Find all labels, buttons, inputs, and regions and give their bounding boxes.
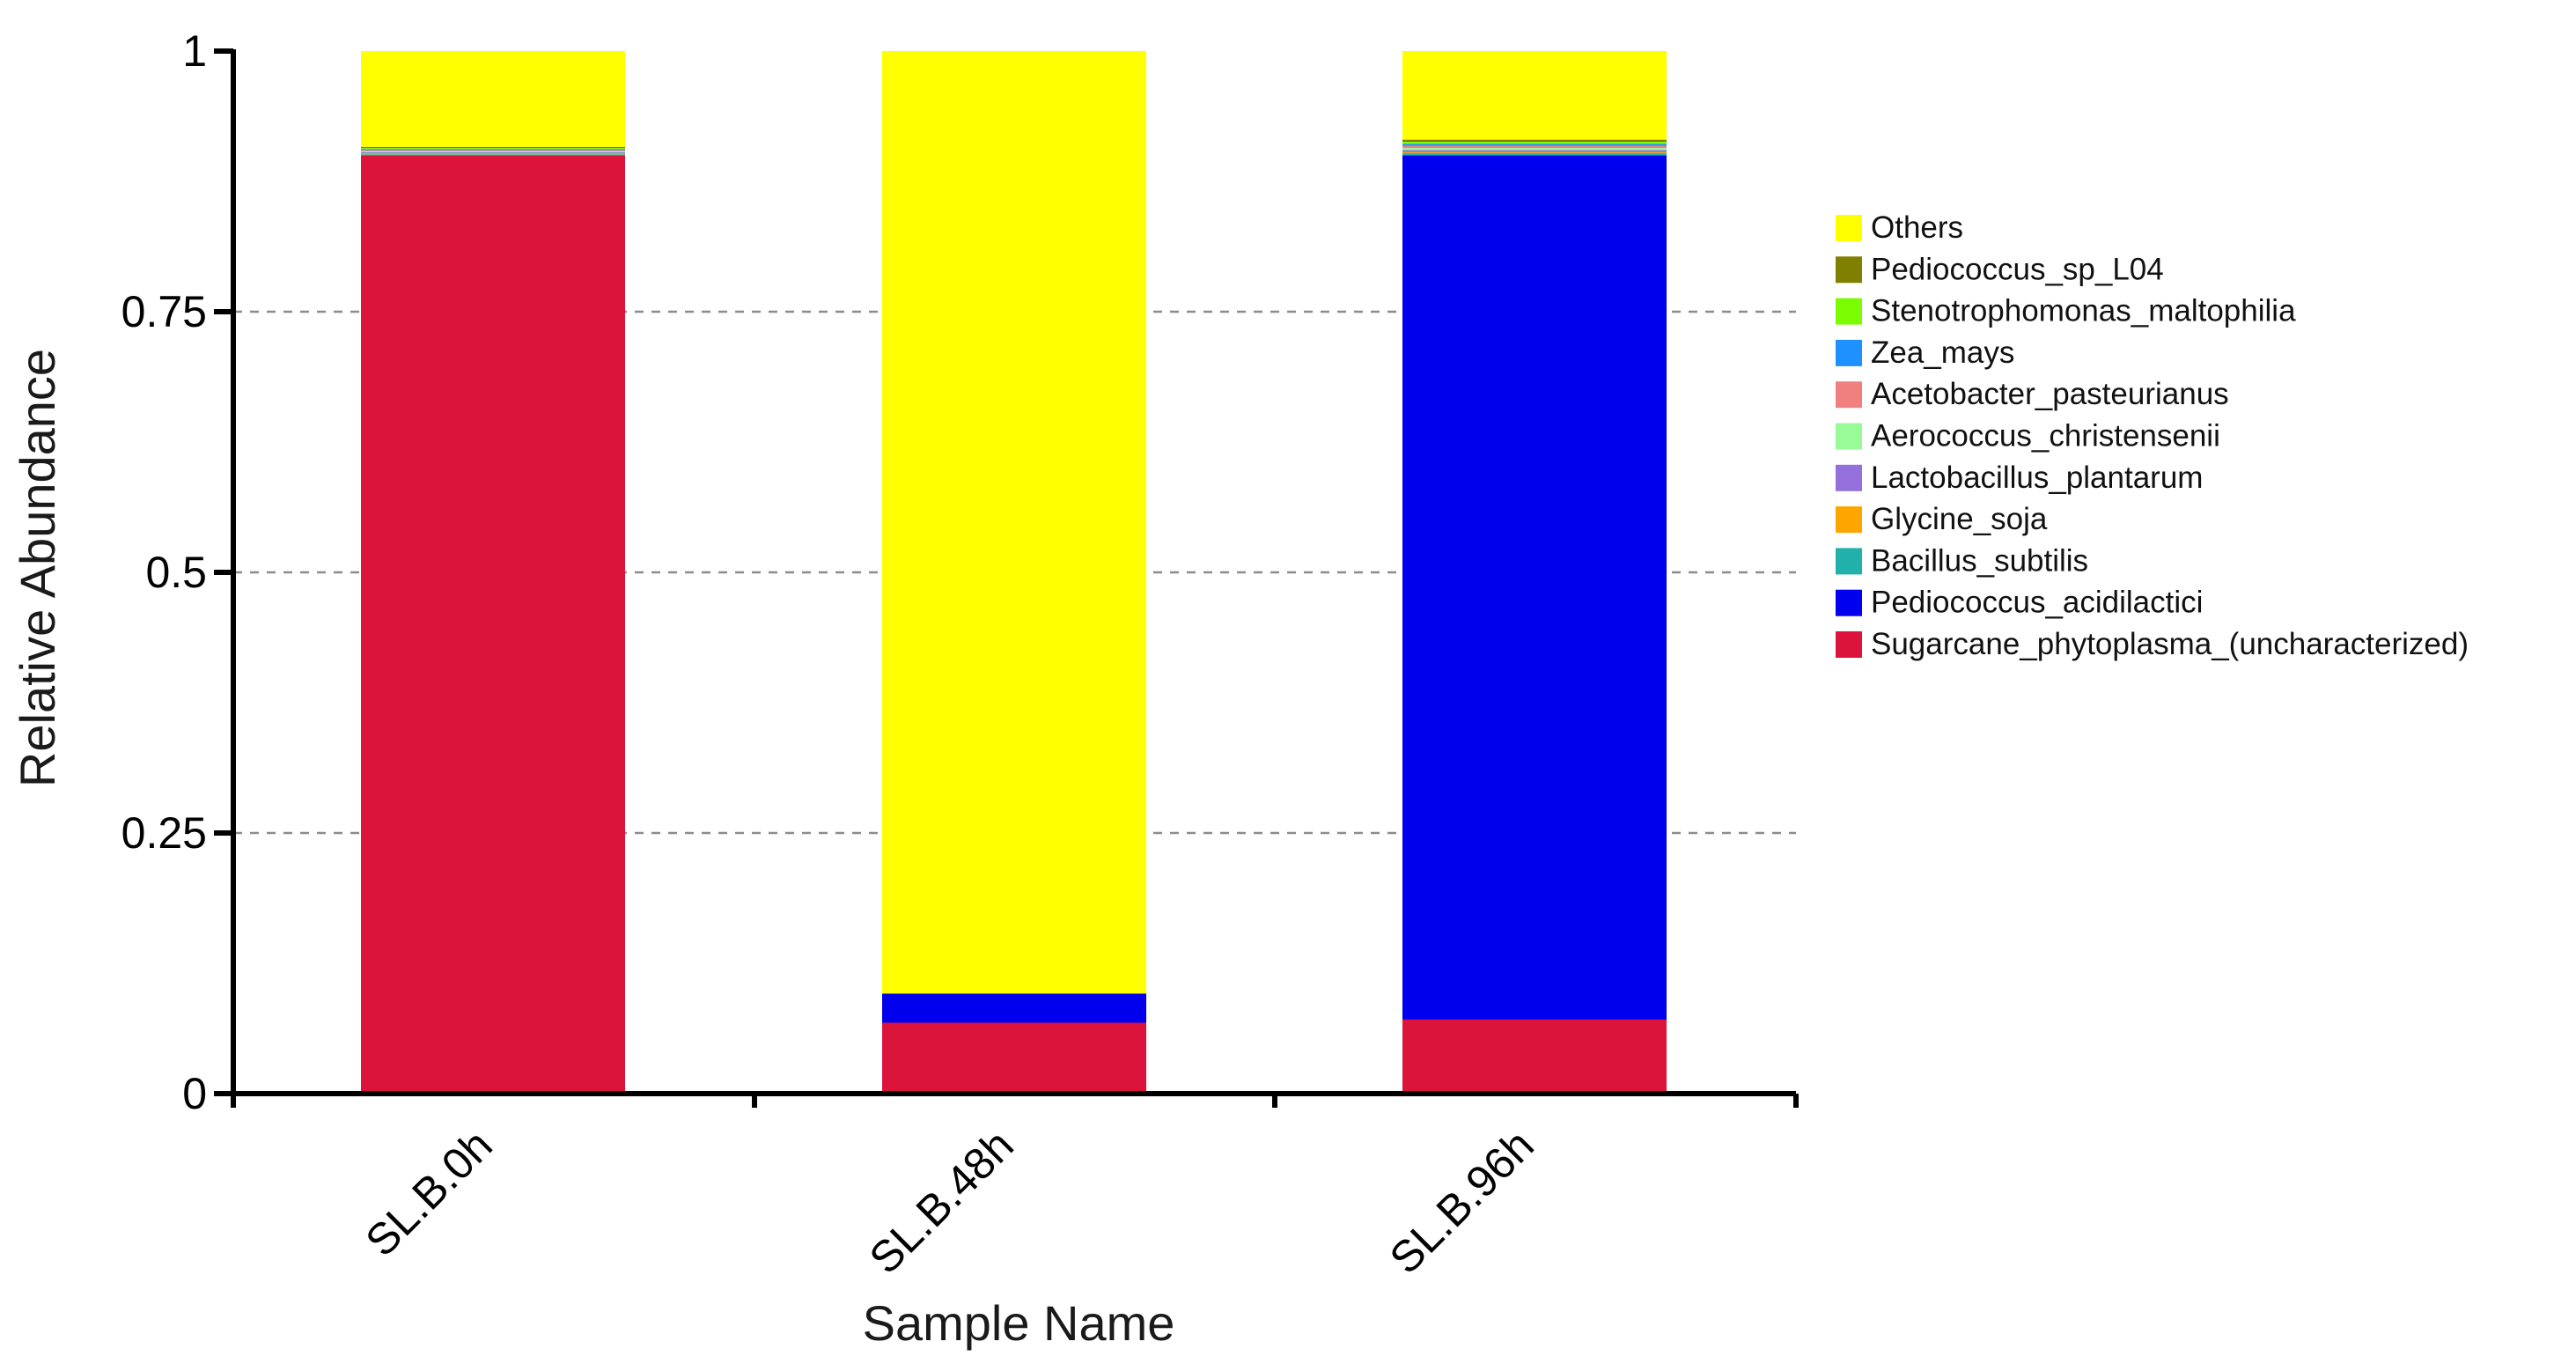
bars bbox=[361, 51, 1667, 1094]
legend-item-Acetobacter_pasteurianus: Acetobacter_pasteurianus bbox=[1836, 377, 2229, 411]
bar-segment-SL.B.0h-Aerococcus_christensenii bbox=[361, 151, 625, 152]
bar-segment-SL.B.96h-Acetobacter_pasteurianus bbox=[1402, 145, 1667, 149]
legend-swatch-Bacillus_subtilis bbox=[1836, 548, 1862, 575]
legend-swatch-Pediococcus_sp_L04 bbox=[1836, 256, 1862, 284]
legend: Others Pediococcus_sp_L04 Stenotrophomonas… bbox=[1836, 210, 2469, 661]
bar-segment-SL.B.0h-Stenotrophomonas_maltophilia bbox=[361, 148, 625, 150]
bar-segment-SL.B.0h-Others bbox=[361, 51, 625, 147]
y-axis-title: Relative Abundance bbox=[10, 349, 65, 787]
bar-segment-SL.B.96h-Aerococcus_christensenii bbox=[1402, 148, 1667, 151]
legend-label-Bacillus_subtilis: Bacillus_subtilis bbox=[1871, 543, 2088, 578]
y-tick-label-0.25: 0.25 bbox=[121, 808, 207, 858]
bar-segment-SL.B.96h-Zea_mays bbox=[1402, 144, 1667, 146]
legend-item-Glycine_soja: Glycine_soja bbox=[1836, 502, 2048, 536]
x-tick-label-SL.B.96h: SL.B.96h bbox=[1380, 1120, 1543, 1283]
legend-swatch-Others bbox=[1836, 215, 1862, 241]
legend-item-Pediococcus_sp_L04: Pediococcus_sp_L04 bbox=[1836, 252, 2164, 286]
bar-segment-SL.B.0h-Acetobacter_pasteurianus bbox=[361, 150, 625, 151]
bar-segment-SL.B.96h-Lactobacillus_plantarum bbox=[1402, 150, 1667, 152]
bar-segment-SL.B.96h-Bacillus_subtilis bbox=[1402, 153, 1667, 156]
legend-label-Aerococcus_christensenii: Aerococcus_christensenii bbox=[1871, 419, 2220, 453]
legend-swatch-Sugarcane_phytoplasma_(uncharacterized) bbox=[1836, 631, 1862, 658]
y-tick-label-0.5: 0.5 bbox=[145, 548, 207, 597]
legend-item-Stenotrophomonas_maltophilia: Stenotrophomonas_maltophilia bbox=[1836, 294, 2296, 328]
legend-item-Zea_mays: Zea_mays bbox=[1836, 335, 2014, 370]
bar-segment-SL.B.48h-Sugarcane_phytoplasma_(uncharacterized) bbox=[882, 1022, 1146, 1094]
legend-label-Glycine_soja: Glycine_soja bbox=[1871, 502, 2048, 536]
legend-swatch-Stenotrophomonas_maltophilia bbox=[1836, 298, 1862, 325]
x-axis-title: Sample Name bbox=[863, 1295, 1175, 1351]
axes bbox=[214, 48, 1799, 1108]
legend-label-Sugarcane_phytoplasma_(uncharacterized): Sugarcane_phytoplasma_(uncharacterized) bbox=[1871, 627, 2469, 661]
bar-segment-SL.B.48h-Pediococcus_acidilactici bbox=[882, 993, 1146, 1023]
legend-item-Others: Others bbox=[1836, 210, 1963, 245]
legend-swatch-Zea_mays bbox=[1836, 339, 1862, 366]
legend-item-Aerococcus_christensenii: Aerococcus_christensenii bbox=[1836, 419, 2220, 453]
bar-stack-SL.B.0h bbox=[361, 51, 625, 1094]
bar-segment-SL.B.96h-Stenotrophomonas_maltophilia bbox=[1402, 142, 1667, 144]
bar-segment-SL.B.96h-Pediococcus_acidilactici bbox=[1402, 155, 1667, 1020]
bar-segment-SL.B.0h-Sugarcane_phytoplasma_(uncharacterized) bbox=[361, 155, 625, 1094]
legend-item-Lactobacillus_plantarum: Lactobacillus_plantarum bbox=[1836, 461, 2203, 495]
bar-segment-SL.B.0h-Glycine_soja bbox=[361, 153, 625, 155]
legend-label-Acetobacter_pasteurianus: Acetobacter_pasteurianus bbox=[1871, 377, 2229, 411]
legend-label-Zea_mays: Zea_mays bbox=[1871, 335, 2014, 370]
legend-swatch-Lactobacillus_plantarum bbox=[1836, 464, 1862, 491]
legend-item-Sugarcane_phytoplasma_(uncharacterized): Sugarcane_phytoplasma_(uncharacterized) bbox=[1836, 627, 2469, 661]
bar-stack-SL.B.96h bbox=[1402, 51, 1667, 1094]
y-tick-label-0: 0 bbox=[182, 1069, 207, 1118]
legend-label-Pediococcus_sp_L04: Pediococcus_sp_L04 bbox=[1871, 252, 2164, 286]
x-tick-label-SL.B.48h: SL.B.48h bbox=[860, 1120, 1023, 1283]
legend-item-Bacillus_subtilis: Bacillus_subtilis bbox=[1836, 543, 2088, 578]
y-tick-label-0.75: 0.75 bbox=[121, 287, 207, 336]
legend-swatch-Aerococcus_christensenii bbox=[1836, 423, 1862, 450]
legend-label-Stenotrophomonas_maltophilia: Stenotrophomonas_maltophilia bbox=[1871, 294, 2296, 328]
bar-segment-SL.B.48h-Others bbox=[882, 51, 1146, 994]
bar-segment-SL.B.96h-Pediococcus_sp_L04 bbox=[1402, 139, 1667, 143]
bar-segment-SL.B.96h-Sugarcane_phytoplasma_(uncharacterized) bbox=[1402, 1019, 1667, 1094]
legend-item-Pediococcus_acidilactici: Pediococcus_acidilactici bbox=[1836, 586, 2203, 620]
y-tick-label-1: 1 bbox=[182, 26, 207, 76]
legend-swatch-Acetobacter_pasteurianus bbox=[1836, 381, 1862, 409]
bar-stack-SL.B.48h bbox=[882, 51, 1146, 1094]
bar-segment-SL.B.0h-Bacillus_subtilis bbox=[361, 154, 625, 156]
bar-segment-SL.B.0h-Pediococcus_sp_L04 bbox=[361, 146, 625, 149]
x-tick-label-SL.B.0h: SL.B.0h bbox=[356, 1120, 501, 1265]
legend-label-Lactobacillus_plantarum: Lactobacillus_plantarum bbox=[1871, 461, 2203, 495]
bar-segment-SL.B.0h-Lactobacillus_plantarum bbox=[361, 151, 625, 154]
legend-swatch-Glycine_soja bbox=[1836, 506, 1862, 534]
bar-segment-SL.B.0h-Zea_mays bbox=[361, 149, 625, 151]
bar-segment-SL.B.96h-Others bbox=[1402, 51, 1667, 140]
bar-segment-SL.B.96h-Glycine_soja bbox=[1402, 151, 1667, 154]
legend-label-Others: Others bbox=[1871, 210, 1963, 245]
legend-swatch-Pediococcus_acidilactici bbox=[1836, 589, 1862, 616]
legend-label-Pediococcus_acidilactici: Pediococcus_acidilactici bbox=[1871, 586, 2203, 620]
